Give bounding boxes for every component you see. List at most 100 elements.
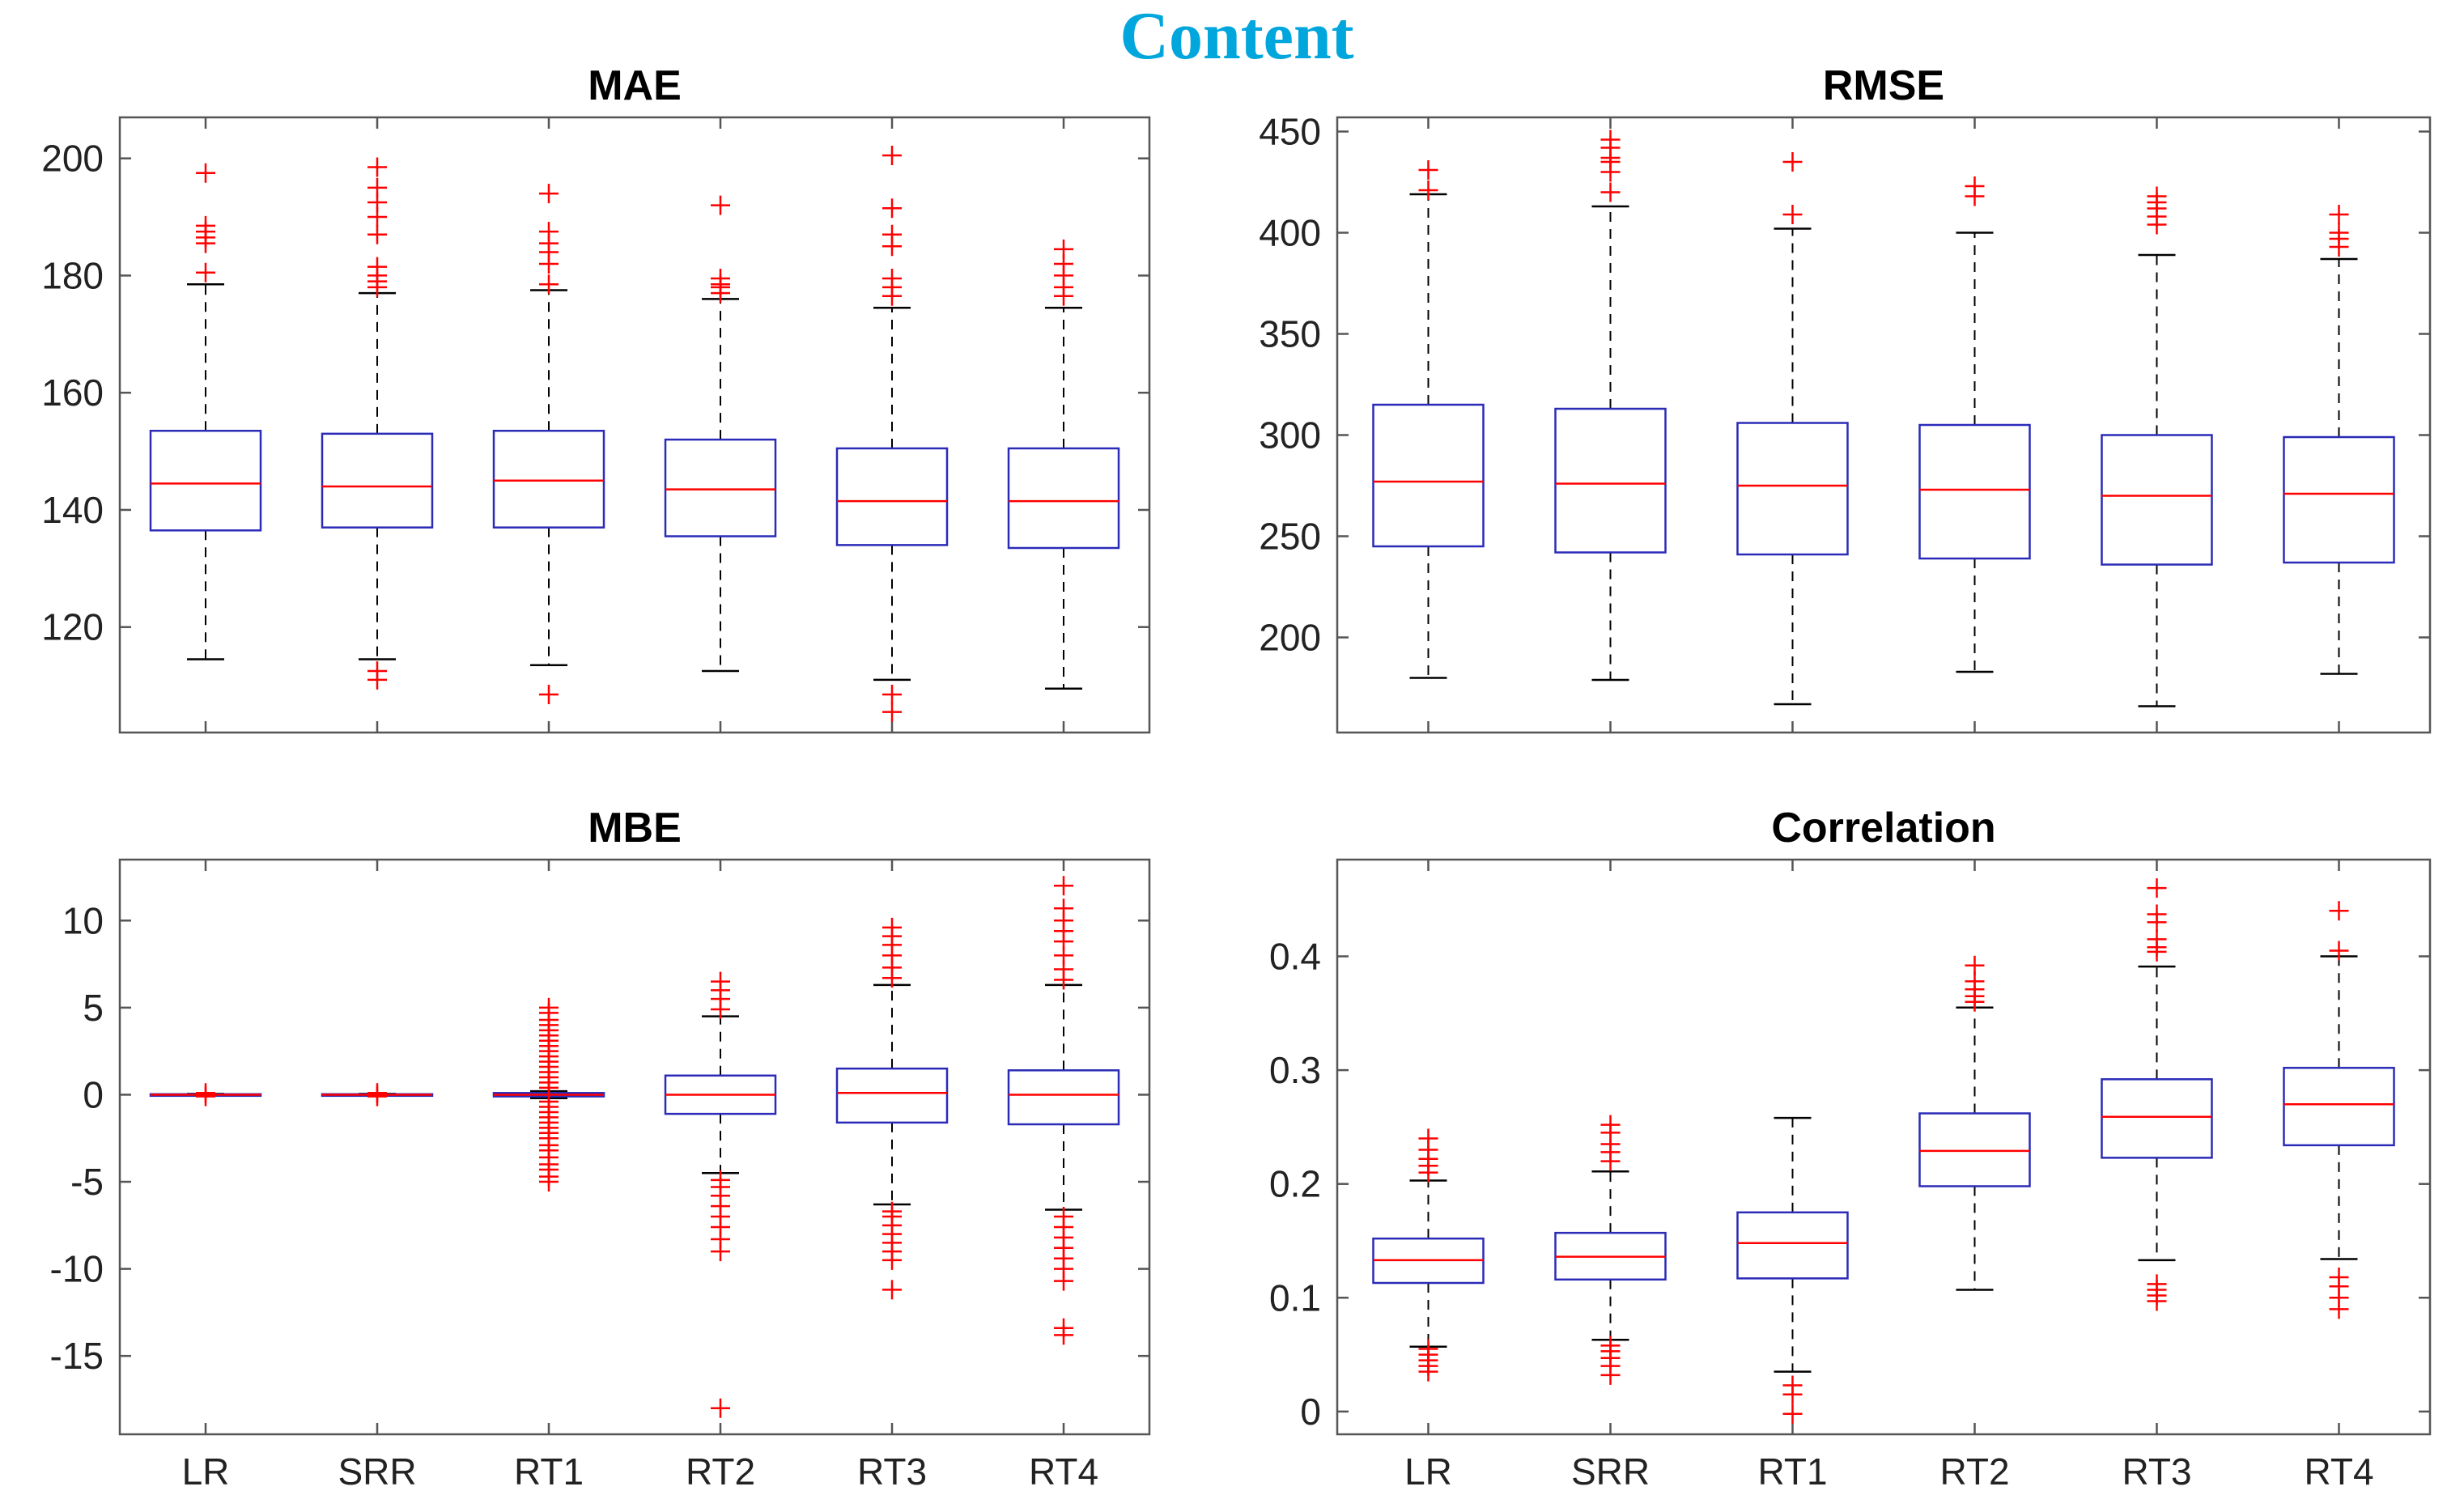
box-rt4 <box>2283 901 2395 1319</box>
y-tick-label: -10 <box>50 1248 104 1290</box>
iqr-box <box>835 447 949 546</box>
outlier-marker <box>2147 1274 2167 1294</box>
outlier-marker <box>1600 1336 1621 1356</box>
x-tick-label: RT3 <box>857 1450 927 1493</box>
y-tick-label: 0.3 <box>1269 1049 1321 1091</box>
outlier-marker <box>196 163 215 183</box>
panel-title: MAE <box>588 62 682 109</box>
plot-frame <box>1336 858 2432 1436</box>
outlier-marker <box>1600 130 1621 150</box>
box-rt1 <box>1736 1116 1849 1424</box>
outlier-marker <box>2329 223 2349 243</box>
outlier-marker <box>711 269 730 289</box>
y-tick-label: 0 <box>83 1073 104 1115</box>
iqr-box <box>1736 422 1849 556</box>
outlier-marker <box>711 1170 730 1190</box>
box-rt2 <box>1918 955 2031 1291</box>
panel-mae: MAE 120 140 160 180 200 <box>41 62 1151 734</box>
panel-rmse: RMSE 200 250 300 350 400 450 <box>1259 62 2432 734</box>
x-tick-label: LR <box>1404 1450 1452 1493</box>
box-rt3 <box>2101 878 2213 1311</box>
outlier-marker <box>1782 152 1803 172</box>
iqr-box <box>835 1067 949 1124</box>
panels: MAE 120 140 160 180 200 RMSE 200 250 300 350 400 450… <box>41 62 2432 1493</box>
iqr-box <box>321 432 434 529</box>
figure-title: Content <box>1119 0 1353 74</box>
y-tick-label: 200 <box>41 138 104 180</box>
box-srr <box>321 157 434 690</box>
y-tick-label: 120 <box>41 606 104 648</box>
box-rt1 <box>1736 152 1849 706</box>
outlier-marker <box>1418 181 1438 200</box>
outlier-marker <box>1054 876 1073 896</box>
box-rt4 <box>2283 205 2395 675</box>
iqr-box <box>2283 435 2395 564</box>
outlier-marker <box>2147 904 2167 924</box>
box-srr <box>1554 1115 1667 1385</box>
outlier-marker <box>1600 1115 1621 1135</box>
outlier-marker <box>2329 1267 2349 1287</box>
outlier-marker <box>367 661 387 681</box>
y-tick-label: 200 <box>1259 617 1321 659</box>
outlier-marker <box>367 157 387 177</box>
panel-mbe: MBE -15 -10 -5 0 5 10 LR SRR RT1 RT2 RT3 RT4 <box>50 805 1151 1493</box>
iqr-box <box>1007 447 1120 550</box>
outlier-marker <box>367 257 387 277</box>
y-tick-label: -15 <box>50 1335 104 1377</box>
outlier-marker <box>196 1083 215 1103</box>
outlier-marker <box>711 1398 730 1418</box>
y-tick-label: 400 <box>1259 212 1321 254</box>
iqr-box <box>2101 1078 2213 1159</box>
plot-frame <box>118 116 1151 734</box>
panel-title: MBE <box>588 805 682 852</box>
iqr-box <box>149 429 262 532</box>
outlier-marker <box>539 684 559 704</box>
box-lr <box>1372 160 1485 679</box>
x-tick-label: RT1 <box>514 1450 584 1493</box>
outlier-marker <box>2329 901 2349 921</box>
box-rt4 <box>1007 239 1120 690</box>
outlier-marker <box>882 146 902 166</box>
iqr-box <box>492 429 605 529</box>
plot-frame <box>1336 116 2432 734</box>
outlier-marker <box>2147 929 2167 949</box>
outlier-marker <box>539 184 559 204</box>
box-rt1 <box>492 184 605 704</box>
outlier-marker <box>1782 1375 1803 1395</box>
x-tick-label: RT2 <box>1939 1450 2009 1493</box>
outlier-marker <box>1054 1207 1073 1227</box>
y-tick-label: 0.4 <box>1269 936 1321 978</box>
x-tick-label: SRR <box>1571 1450 1650 1493</box>
outlier-marker <box>539 997 559 1017</box>
iqr-box <box>2101 434 2213 566</box>
y-tick-label: -5 <box>70 1161 104 1203</box>
x-tick-label: SRR <box>338 1450 416 1493</box>
box-lr <box>1372 1128 1485 1382</box>
y-tick-label: 450 <box>1259 111 1321 153</box>
panel-title: Correlation <box>1771 805 1995 852</box>
box-srr <box>321 1083 434 1106</box>
box-rt3 <box>835 146 949 722</box>
iqr-box <box>1918 1112 2031 1187</box>
iqr-box <box>2283 1067 2395 1147</box>
iqr-box <box>1372 403 1485 548</box>
box-rt4 <box>1007 876 1120 1345</box>
outlier-marker <box>711 971 730 992</box>
box-rt2 <box>664 971 777 1418</box>
iqr-box <box>1007 1069 1120 1126</box>
outlier-marker <box>882 684 902 704</box>
outlier-marker <box>711 195 730 215</box>
y-tick-label: 160 <box>41 372 104 414</box>
x-tick-label: RT3 <box>2122 1450 2191 1493</box>
outlier-marker <box>196 262 215 282</box>
x-tick-label: RT2 <box>686 1450 755 1493</box>
outlier-marker <box>2329 205 2349 224</box>
x-tick-label: RT4 <box>2304 1450 2373 1493</box>
outlier-marker <box>1054 1318 1073 1338</box>
outlier-marker <box>1054 898 1073 919</box>
box-lr <box>149 163 262 660</box>
plot-frame <box>118 858 1151 1436</box>
y-tick-label: 180 <box>41 254 104 296</box>
outlier-marker <box>882 224 902 244</box>
